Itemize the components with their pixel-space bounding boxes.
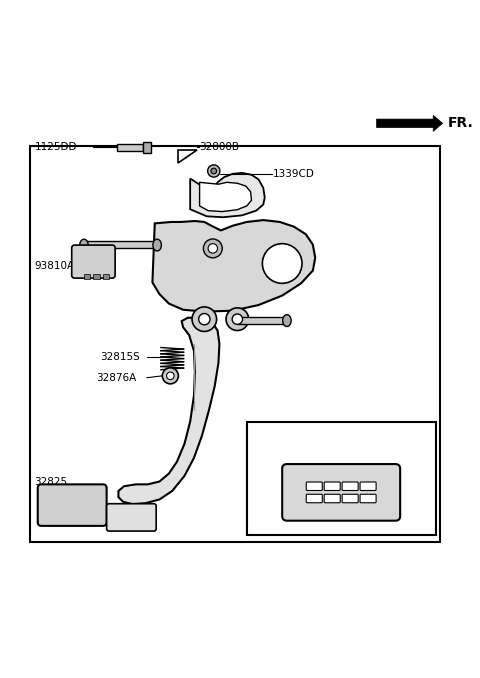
Ellipse shape (80, 239, 88, 251)
Ellipse shape (153, 239, 161, 251)
FancyBboxPatch shape (306, 482, 322, 490)
Polygon shape (200, 182, 252, 212)
Text: 32825: 32825 (324, 443, 358, 452)
Polygon shape (153, 220, 315, 312)
Text: 32876A: 32876A (96, 373, 136, 382)
Bar (103, 274, 109, 279)
FancyBboxPatch shape (342, 482, 358, 490)
Text: FR.: FR. (447, 117, 473, 130)
Text: 1125DD: 1125DD (35, 142, 77, 153)
Bar (30, 146, 440, 542)
Text: 1339CD: 1339CD (273, 169, 314, 179)
Text: 32825: 32825 (35, 477, 68, 487)
Circle shape (208, 243, 217, 253)
Circle shape (226, 308, 249, 330)
FancyBboxPatch shape (107, 504, 156, 531)
Circle shape (199, 313, 210, 325)
Bar (94, 274, 99, 279)
Text: (METAL PAD): (METAL PAD) (310, 430, 373, 440)
Polygon shape (179, 151, 197, 163)
Polygon shape (377, 115, 443, 132)
Bar (143, 142, 151, 153)
FancyBboxPatch shape (324, 494, 340, 503)
FancyBboxPatch shape (306, 494, 322, 503)
FancyBboxPatch shape (342, 494, 358, 503)
Circle shape (167, 372, 174, 380)
Circle shape (208, 165, 220, 177)
Bar (84, 274, 90, 279)
Text: 32815S: 32815S (100, 352, 140, 362)
FancyBboxPatch shape (38, 484, 107, 526)
Circle shape (232, 314, 242, 324)
FancyBboxPatch shape (360, 482, 376, 490)
FancyBboxPatch shape (360, 494, 376, 503)
Polygon shape (119, 318, 219, 504)
FancyBboxPatch shape (324, 482, 340, 490)
Text: 93810A: 93810A (35, 261, 74, 271)
Circle shape (192, 307, 216, 332)
Bar (117, 144, 143, 151)
FancyBboxPatch shape (72, 245, 115, 278)
Circle shape (162, 367, 179, 384)
Circle shape (211, 168, 216, 174)
Bar (247, 422, 435, 535)
Circle shape (204, 239, 222, 258)
Text: 32800B: 32800B (200, 142, 240, 153)
Ellipse shape (283, 315, 291, 327)
Bar (84, 241, 157, 248)
FancyBboxPatch shape (282, 464, 400, 521)
Circle shape (263, 243, 302, 283)
Polygon shape (190, 173, 265, 217)
Bar (237, 317, 287, 324)
